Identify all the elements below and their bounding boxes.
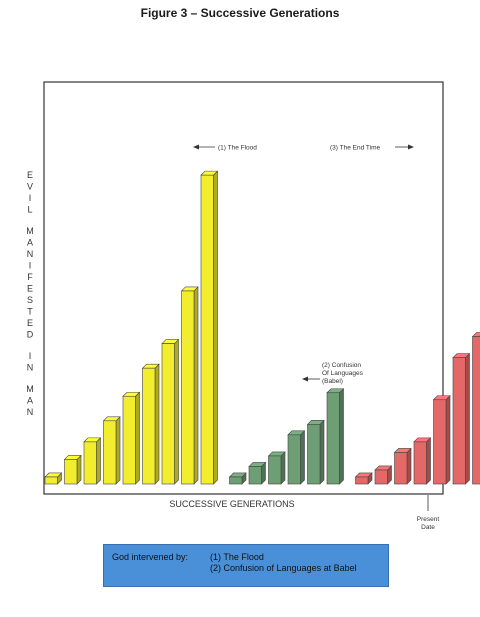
intervention-list: (1) The Flood (2) Confusion of Languages…	[210, 552, 357, 574]
y-label-letter: V	[27, 182, 33, 192]
bar-g1-1	[44, 472, 63, 485]
bar-g1-8	[180, 286, 199, 485]
present-date-label-2: Date	[421, 524, 435, 531]
y-label-letter: E	[27, 318, 33, 328]
bar-g3-4	[413, 437, 432, 485]
y-label-letter: I	[29, 351, 32, 361]
bar-g2-5	[306, 419, 325, 485]
bar-g3-7	[471, 332, 480, 485]
y-label-letter: A	[27, 238, 33, 248]
y-label-letter: N	[27, 363, 34, 373]
bar-g2-1	[228, 472, 247, 485]
babel-arrow-head	[302, 376, 308, 382]
y-label-letter: E	[27, 284, 33, 294]
y-label-letter: N	[27, 407, 34, 417]
x-axis-label: SUCCESSIVE GENERATIONS	[169, 499, 294, 509]
y-label-letter: M	[26, 384, 34, 394]
bar-g1-7	[161, 338, 180, 485]
annotation-babel-line3: (Babel)	[322, 378, 343, 385]
bar-g1-2	[63, 454, 82, 485]
y-label-letter: I	[29, 193, 32, 203]
intervention-item: (2) Confusion of Languages at Babel	[210, 563, 357, 573]
end-time-arrow-head	[408, 144, 414, 150]
bar-g2-6	[326, 388, 345, 485]
bar-g3-6	[452, 352, 471, 485]
y-label-letter: L	[27, 205, 32, 215]
bar-g1-9	[200, 170, 219, 485]
bar-g2-3	[267, 451, 286, 485]
bar-g3-1	[354, 472, 373, 485]
annotation-flood: (1) The Flood	[218, 145, 257, 152]
y-label-letter: S	[27, 295, 33, 305]
y-label-letter: M	[26, 226, 34, 236]
bar-g3-5	[432, 395, 451, 485]
intervention-heading: God intervened by:	[112, 552, 189, 562]
annotation-babel-line1: (2) Confusion	[322, 362, 361, 369]
flood-arrow-head	[193, 144, 199, 150]
y-label-letter: N	[27, 249, 34, 259]
annotation-babel-line2: Of Languages	[322, 370, 364, 377]
y-label-letter: T	[27, 307, 33, 317]
present-date-label-1: Present	[417, 516, 440, 523]
y-label-letter: E	[27, 170, 33, 180]
bar-g3-2	[374, 465, 393, 485]
y-label-letter: D	[27, 330, 34, 340]
bar-g3-3	[393, 447, 412, 485]
intervention-box: God intervened by: (1) The Flood (2) Con…	[103, 544, 389, 587]
bar-g2-2	[248, 461, 267, 485]
bar-g1-5	[122, 391, 141, 485]
bar-g1-4	[102, 416, 121, 485]
annotation-end-time: (3) The End Time	[330, 145, 380, 152]
page-title: Figure 3 – Successive Generations	[140, 6, 340, 20]
bar-g1-3	[83, 437, 102, 485]
y-label-letter: F	[27, 272, 33, 282]
bars-layer	[44, 170, 480, 485]
intervention-item: (1) The Flood	[210, 552, 264, 562]
y-label-letter: I	[29, 261, 32, 271]
bar-g2-4	[287, 430, 306, 485]
bar-g1-6	[141, 363, 160, 485]
y-label-letter: A	[27, 396, 33, 406]
